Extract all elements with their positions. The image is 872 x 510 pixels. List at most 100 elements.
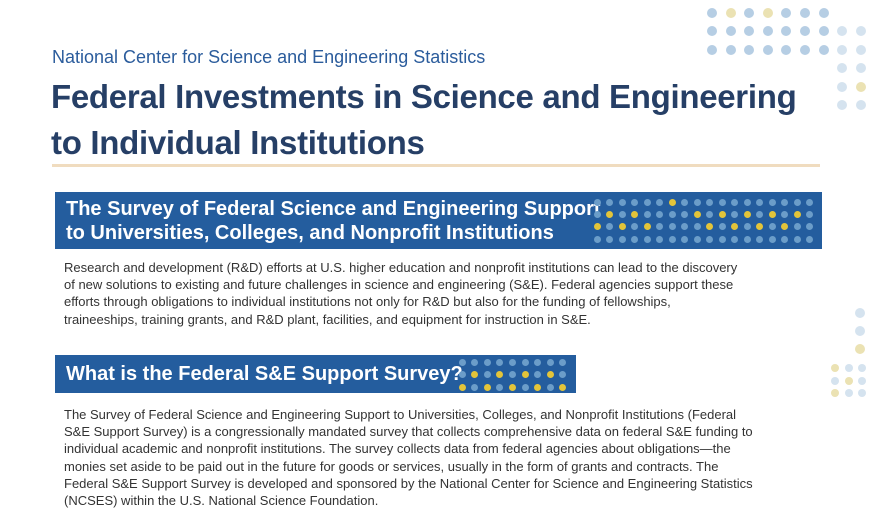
dot	[844, 364, 853, 372]
section2-body: The Survey of Federal Science and Engine…	[64, 407, 753, 509]
banner-dot	[593, 198, 601, 206]
banner-dot	[606, 235, 613, 243]
banner-dot	[483, 358, 491, 366]
banner-dot	[618, 223, 626, 231]
dot	[707, 8, 717, 18]
dot	[858, 389, 866, 397]
dot	[831, 376, 839, 385]
banner-dot	[483, 371, 491, 378]
banner-dot	[656, 210, 663, 218]
banner-dot	[681, 210, 688, 218]
dot	[725, 8, 736, 18]
banner-dot	[483, 383, 491, 391]
banner-dot	[793, 223, 801, 231]
dot	[781, 8, 792, 18]
dot	[818, 44, 829, 55]
banner-dot	[781, 223, 788, 231]
banner-dot	[534, 383, 542, 391]
dot	[725, 26, 736, 37]
banner-dot	[743, 198, 751, 206]
banner-dot	[681, 235, 688, 243]
section1-heading-line1: The Survey of Federal Science and Engine…	[66, 198, 601, 220]
banner-dot	[496, 383, 504, 391]
banner-dot	[668, 198, 676, 206]
banner-dot	[618, 235, 626, 243]
dot	[855, 81, 866, 92]
dot	[800, 8, 810, 18]
banner-dot	[606, 210, 613, 218]
banner-dot	[806, 235, 813, 243]
dot	[837, 63, 848, 74]
dot	[844, 376, 853, 385]
dot	[855, 344, 865, 354]
banner-dot	[756, 210, 763, 218]
banner-dot	[631, 198, 638, 206]
banner-dot	[458, 383, 466, 391]
banner-dot	[693, 198, 701, 206]
banner-dot	[718, 198, 726, 206]
banner-dot	[458, 371, 466, 378]
dot	[858, 364, 866, 372]
banner-dot	[768, 235, 776, 243]
banner-dot	[546, 371, 554, 378]
banner-dot	[768, 210, 776, 218]
banner-dot	[793, 198, 801, 206]
banner-dot	[471, 383, 479, 391]
banner-dot	[668, 210, 676, 218]
banner-dot	[731, 235, 738, 243]
dot	[744, 26, 755, 37]
dot	[707, 26, 717, 37]
banner-dot	[471, 371, 479, 378]
dot	[855, 26, 866, 37]
dot	[762, 26, 773, 37]
dot	[844, 389, 853, 397]
banner-dot	[668, 235, 676, 243]
banner-dot	[593, 223, 601, 231]
banner-dot	[756, 198, 763, 206]
dot	[837, 100, 848, 110]
dot	[781, 26, 792, 37]
banner-dot	[781, 235, 788, 243]
banner-dot	[508, 371, 516, 378]
banner-dot	[546, 383, 554, 391]
title-divider	[52, 164, 820, 167]
banner-dot	[618, 198, 626, 206]
dot	[725, 44, 736, 55]
dot	[855, 63, 866, 74]
dot	[855, 100, 866, 110]
banner-dot	[693, 235, 701, 243]
dot	[831, 389, 839, 397]
section1-body: Research and development (R&D) efforts a…	[64, 260, 738, 327]
dot	[831, 364, 839, 372]
banner-dot	[781, 210, 788, 218]
banner-dot	[756, 223, 763, 231]
banner-dot	[731, 198, 738, 206]
dot	[762, 8, 773, 18]
banner-dot	[743, 223, 751, 231]
banner-dot	[508, 383, 516, 391]
banner-dot	[706, 235, 713, 243]
banner-dot	[706, 198, 713, 206]
banner-dot	[806, 223, 813, 231]
banner-dot	[631, 235, 638, 243]
banner-dot	[656, 198, 663, 206]
dot	[837, 81, 848, 92]
banner-dot	[546, 358, 554, 366]
banner-dot	[521, 358, 529, 366]
dot	[855, 308, 865, 318]
banner-dot	[508, 358, 516, 366]
banner-dot	[559, 358, 567, 366]
banner-dot	[643, 235, 651, 243]
banner-dot	[643, 198, 651, 206]
banner-dot	[559, 383, 567, 391]
banner-dot	[731, 223, 738, 231]
dot	[707, 44, 717, 55]
banner-dot	[718, 235, 726, 243]
banner-dot	[593, 235, 601, 243]
dot	[744, 44, 755, 55]
banner-dot	[618, 210, 626, 218]
banner-dot	[718, 210, 726, 218]
page-title-line2: to Individual Institutions	[51, 124, 425, 161]
banner-dot	[534, 358, 542, 366]
dot	[855, 326, 865, 336]
